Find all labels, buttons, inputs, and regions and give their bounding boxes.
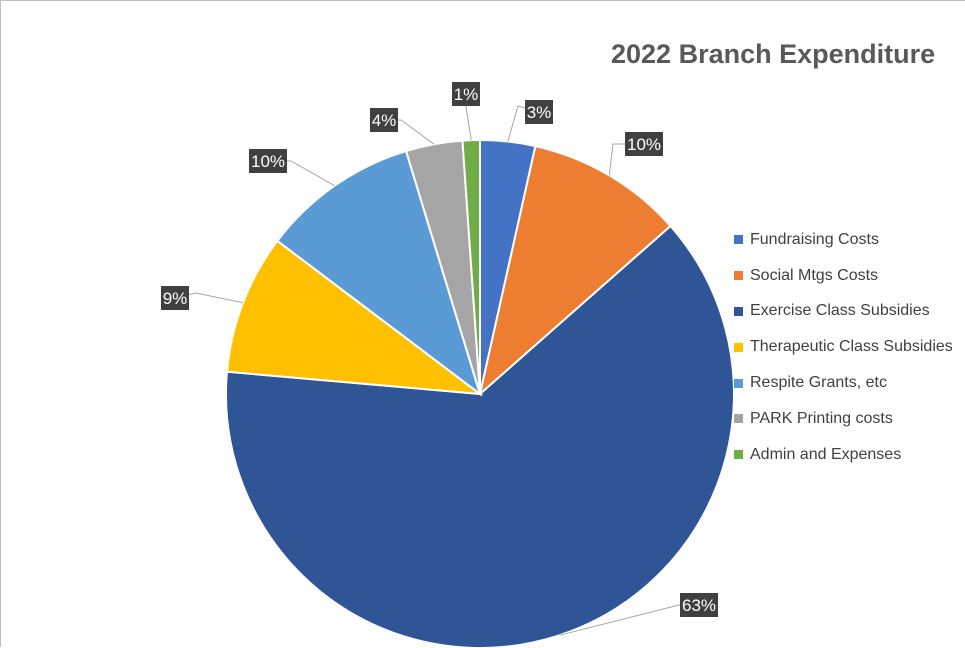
legend-swatch <box>734 342 743 352</box>
legend-item: Social Mtgs Costs <box>734 258 965 294</box>
data-label-box <box>370 108 398 132</box>
legend-label: Therapeutic Class Subsidies <box>750 338 953 356</box>
data-label: 1% <box>454 85 479 104</box>
data-label-box <box>525 100 553 124</box>
data-label-box <box>452 82 480 106</box>
legend-label: Social Mtgs Costs <box>750 266 879 284</box>
legend-item: Exercise Class Subsidies <box>734 294 965 330</box>
data-label-box <box>680 593 718 617</box>
legend-swatch <box>734 414 743 424</box>
data-label-box <box>161 286 189 310</box>
pie-slice-2 <box>478 144 672 397</box>
legend-item: Respite Grants, etc <box>734 365 965 401</box>
pie-slices <box>225 138 735 648</box>
legend-swatch <box>734 271 743 281</box>
legend-swatch <box>734 306 743 316</box>
legend-label: Admin and Expenses <box>750 445 902 463</box>
data-label: 63% <box>682 596 716 615</box>
data-label-box <box>625 132 663 156</box>
legend-item: PARK Printing costs <box>734 401 965 437</box>
chart-title: 2022 Branch Expenditure <box>611 39 936 69</box>
data-label: 10% <box>627 135 661 154</box>
pie-slice-4 <box>225 239 484 396</box>
data-label-box <box>249 149 287 173</box>
data-label: 3% <box>527 103 552 122</box>
legend-label: Exercise Class Subsidies <box>750 302 930 320</box>
legend-item: Fundraising Costs <box>734 222 965 258</box>
legend-item: Therapeutic Class Subsidies <box>734 329 965 365</box>
data-label: 10% <box>251 152 285 171</box>
legend-label: Respite Grants, etc <box>750 374 887 392</box>
legend-swatch <box>734 378 743 388</box>
legend-swatch <box>734 235 743 245</box>
legend-item: Admin and Expenses <box>734 437 965 473</box>
pie-slice-3 <box>225 224 735 648</box>
chart-legend: Fundraising Costs Social Mtgs Costs Exerci… <box>734 222 965 473</box>
legend-label: Fundraising Costs <box>750 230 879 248</box>
pie-slice-5 <box>275 149 482 397</box>
data-label: 4% <box>372 111 397 130</box>
data-label: 9% <box>163 289 188 308</box>
legend-swatch <box>734 450 743 460</box>
legend-label: PARK Printing costs <box>750 409 893 427</box>
data-labels: 3% 10% 63% 9% 10% 4% 1% <box>161 82 718 636</box>
